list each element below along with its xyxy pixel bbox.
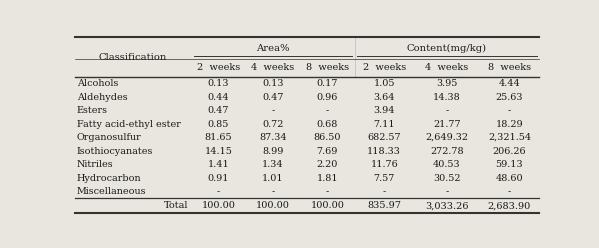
Text: 1.05: 1.05	[373, 79, 395, 88]
Text: 1.34: 1.34	[262, 160, 284, 169]
Text: -: -	[383, 187, 386, 196]
Text: 4  weeks: 4 weeks	[425, 63, 468, 72]
Text: 30.52: 30.52	[433, 174, 461, 183]
Text: 0.68: 0.68	[317, 120, 338, 129]
Text: 81.65: 81.65	[205, 133, 232, 142]
Text: 1.81: 1.81	[316, 174, 338, 183]
Text: Fatty acid-ethyl ester: Fatty acid-ethyl ester	[77, 120, 181, 129]
Text: 25.63: 25.63	[496, 93, 524, 102]
Text: 2,321.54: 2,321.54	[488, 133, 531, 142]
Text: 0.44: 0.44	[208, 93, 229, 102]
Text: 272.78: 272.78	[430, 147, 464, 155]
Text: 0.17: 0.17	[317, 79, 338, 88]
Text: 7.11: 7.11	[373, 120, 395, 129]
Text: Isothiocyanates: Isothiocyanates	[77, 147, 153, 155]
Text: 118.33: 118.33	[367, 147, 401, 155]
Text: Aldehydes: Aldehydes	[77, 93, 128, 102]
Text: Hydrocarbon: Hydrocarbon	[77, 174, 141, 183]
Text: -: -	[508, 106, 511, 115]
Text: -: -	[271, 187, 274, 196]
Text: 18.29: 18.29	[496, 120, 524, 129]
Text: Total: Total	[164, 201, 189, 210]
Text: Classification: Classification	[99, 53, 167, 62]
Text: 1.41: 1.41	[207, 160, 229, 169]
Text: 87.34: 87.34	[259, 133, 287, 142]
Text: -: -	[445, 187, 449, 196]
Text: 3,033.26: 3,033.26	[425, 201, 468, 210]
Text: 3.94: 3.94	[373, 106, 395, 115]
Text: 3.64: 3.64	[373, 93, 395, 102]
Text: -: -	[217, 187, 220, 196]
Text: 0.47: 0.47	[208, 106, 229, 115]
Text: 1.01: 1.01	[262, 174, 284, 183]
Text: 4  weeks: 4 weeks	[251, 63, 295, 72]
Text: Content(mg/kg): Content(mg/kg)	[407, 44, 487, 53]
Text: 3.95: 3.95	[436, 79, 458, 88]
Text: 0.85: 0.85	[208, 120, 229, 129]
Text: Area%: Area%	[256, 44, 290, 53]
Text: 7.57: 7.57	[374, 174, 395, 183]
Text: 4.44: 4.44	[498, 79, 521, 88]
Text: -: -	[508, 187, 511, 196]
Text: 2.20: 2.20	[317, 160, 338, 169]
Text: 206.26: 206.26	[493, 147, 527, 155]
Text: Esters: Esters	[77, 106, 108, 115]
Text: 14.38: 14.38	[433, 93, 461, 102]
Text: 835.97: 835.97	[367, 201, 401, 210]
Text: -: -	[445, 106, 449, 115]
Text: 682.57: 682.57	[367, 133, 401, 142]
Text: 100.00: 100.00	[201, 201, 235, 210]
Text: 86.50: 86.50	[314, 133, 341, 142]
Text: 7.69: 7.69	[317, 147, 338, 155]
Text: 100.00: 100.00	[256, 201, 290, 210]
Text: 0.96: 0.96	[317, 93, 338, 102]
Text: Nitriles: Nitriles	[77, 160, 113, 169]
Text: 14.15: 14.15	[204, 147, 232, 155]
Text: 0.13: 0.13	[262, 79, 284, 88]
Text: 48.60: 48.60	[496, 174, 524, 183]
Text: 21.77: 21.77	[433, 120, 461, 129]
Text: 8  weeks: 8 weeks	[488, 63, 531, 72]
Text: 0.47: 0.47	[262, 93, 284, 102]
Text: 8  weeks: 8 weeks	[305, 63, 349, 72]
Text: 0.91: 0.91	[208, 174, 229, 183]
Text: 0.72: 0.72	[262, 120, 283, 129]
Text: -: -	[326, 187, 329, 196]
Text: 40.53: 40.53	[433, 160, 461, 169]
Text: 2  weeks: 2 weeks	[197, 63, 240, 72]
Text: 59.13: 59.13	[496, 160, 524, 169]
Text: 2,649.32: 2,649.32	[425, 133, 468, 142]
Text: 2  weeks: 2 weeks	[362, 63, 406, 72]
Text: Organosulfur: Organosulfur	[77, 133, 141, 142]
Text: 8.99: 8.99	[262, 147, 283, 155]
Text: 11.76: 11.76	[370, 160, 398, 169]
Text: 100.00: 100.00	[310, 201, 344, 210]
Text: -: -	[271, 106, 274, 115]
Text: 2,683.90: 2,683.90	[488, 201, 531, 210]
Text: -: -	[326, 106, 329, 115]
Text: 0.13: 0.13	[208, 79, 229, 88]
Text: Miscellaneous: Miscellaneous	[77, 187, 146, 196]
Text: Alcohols: Alcohols	[77, 79, 118, 88]
